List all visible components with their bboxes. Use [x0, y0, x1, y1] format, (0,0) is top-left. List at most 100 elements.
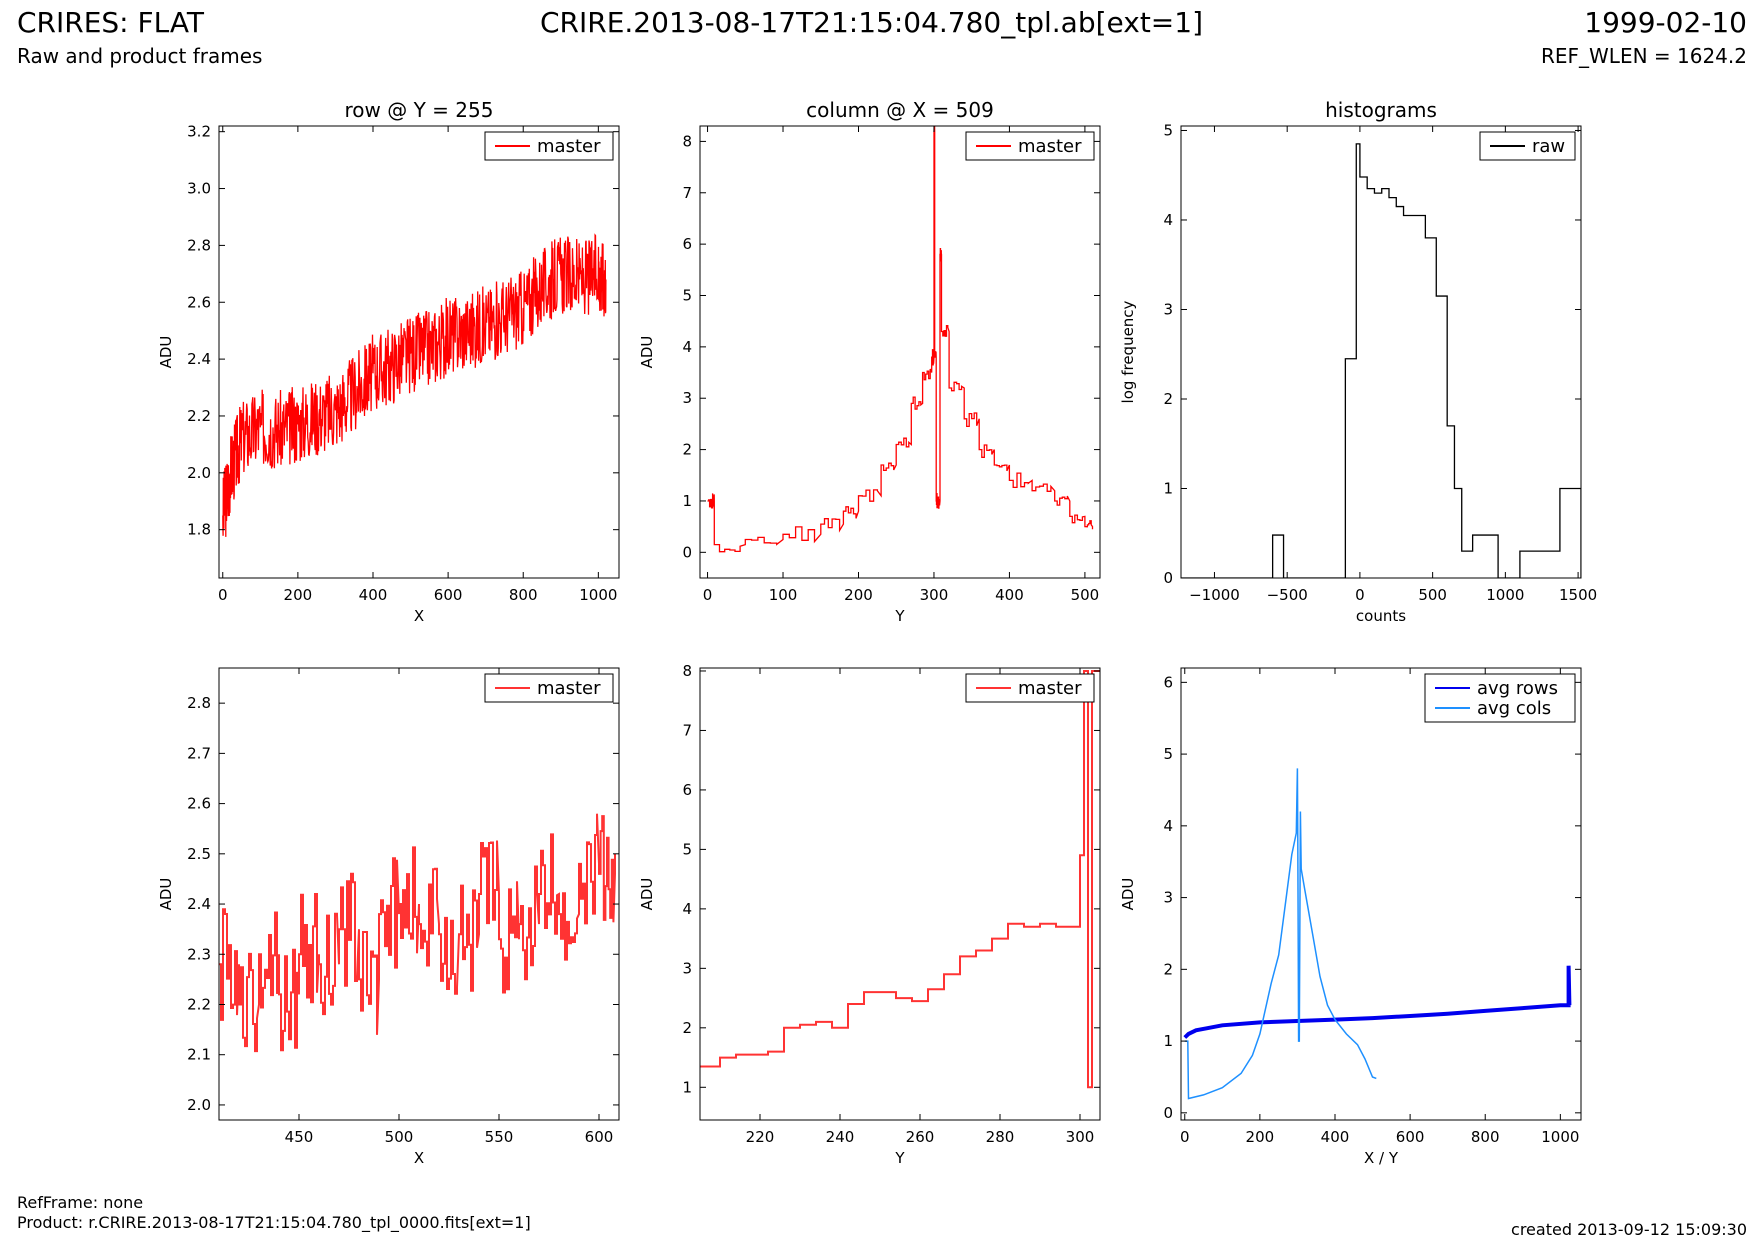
x-axis-label: Y — [894, 1149, 905, 1167]
x-tick-label: 800 — [1471, 1128, 1500, 1146]
y-tick-label: 2.4 — [187, 350, 211, 368]
y-tick-label: 0 — [1163, 569, 1173, 587]
y-tick-label: 2.2 — [187, 407, 211, 425]
x-tick-label: 280 — [986, 1128, 1015, 1146]
y-tick-label: 5 — [682, 840, 692, 858]
x-tick-label: 200 — [844, 586, 873, 604]
y-tick-label: 5 — [1163, 121, 1173, 139]
y-tick-label: 7 — [682, 721, 692, 739]
created-label: created 2013-09-12 15:09:30 — [1511, 1220, 1747, 1239]
y-tick-label: 2.0 — [187, 1096, 211, 1114]
y-tick-label: 5 — [1163, 745, 1173, 763]
x-tick-label: 400 — [359, 586, 388, 604]
x-tick-label: 1000 — [1486, 586, 1524, 604]
series-master — [219, 813, 616, 1053]
x-tick-label: 220 — [746, 1128, 775, 1146]
series-avg-rows — [1183, 965, 1572, 1039]
y-tick-label: 3.0 — [187, 180, 211, 198]
y-tick-label: 2.6 — [187, 795, 211, 813]
y-tick-label: 2.8 — [187, 694, 211, 712]
y-tick-label: 5 — [682, 287, 692, 305]
series-raw — [1181, 143, 1581, 578]
chart-column: 0 100 200 300 400 500 0 1 2 3 4 5 6 7 8 Y ADU column @ X … — [638, 98, 1101, 625]
y-tick-label: 2.7 — [187, 744, 211, 762]
legend: master — [965, 673, 1095, 703]
y-tick-label: 2.6 — [187, 293, 211, 311]
chart-title: column @ X = 509 — [806, 98, 994, 122]
chart-histograms: −1000 −500 0 500 1000 1500 0 1 2 3 4 5 counts log fre… — [1119, 98, 1597, 625]
y-tick-label: 2 — [1163, 960, 1173, 978]
y-tick-label: 4 — [682, 338, 692, 356]
y-tick-label: 4 — [1163, 211, 1173, 229]
x-tick-label: 0 — [1355, 586, 1365, 604]
y-axis-label: ADU — [1119, 878, 1137, 911]
y-tick-label: 6 — [682, 235, 692, 253]
y-tick-label: 1 — [1163, 479, 1173, 497]
plot-frame — [1180, 667, 1582, 1121]
y-tick-label: 0 — [1163, 1104, 1173, 1122]
y-tick-label: 3 — [682, 959, 692, 977]
page-subtitle: Raw and product frames — [17, 44, 263, 68]
x-axis-label: Y — [894, 607, 905, 625]
y-tick-label: 1.8 — [187, 521, 211, 539]
y-tick-label: 3.2 — [187, 123, 211, 141]
y-tick-label: 2.1 — [187, 1046, 211, 1064]
x-tick-label: 550 — [485, 1128, 514, 1146]
x-tick-label: 260 — [906, 1128, 935, 1146]
plot-frame — [218, 667, 620, 1121]
legend: master — [484, 131, 614, 161]
y-axis-label: ADU — [638, 878, 656, 911]
x-tick-label: 600 — [434, 586, 463, 604]
y-tick-label: 2 — [1163, 390, 1173, 408]
y-tick-label: 2.2 — [187, 995, 211, 1013]
x-tick-label: 1000 — [579, 586, 617, 604]
x-tick-label: 500 — [385, 1128, 414, 1146]
x-tick-label: 100 — [769, 586, 798, 604]
y-tick-label: 7 — [682, 184, 692, 202]
y-tick-label: 8 — [682, 132, 692, 150]
y-tick-label: 1 — [682, 492, 692, 510]
series-avg-cols — [1184, 768, 1377, 1100]
series-master — [707, 126, 1094, 553]
refframe-label: RefFrame: none — [17, 1193, 144, 1212]
y-tick-label: 4 — [1163, 817, 1173, 835]
y-tick-label: 2.3 — [187, 945, 211, 963]
y-tick-label: 4 — [682, 900, 692, 918]
y-axis-label: log frequency — [1119, 300, 1137, 403]
legend-label: avg rows — [1477, 678, 1558, 699]
y-tick-label: 6 — [1163, 673, 1173, 691]
y-axis-label: ADU — [638, 336, 656, 369]
x-tick-label: 500 — [1418, 586, 1447, 604]
product-label: Product: r.CRIRE.2013-08-17T21:15:04.780… — [17, 1213, 531, 1232]
plot-frame — [699, 125, 1101, 579]
chart-column-zoom: 220 240 260 280 300 1 2 3 4 5 6 7 8 Y ADU master — [638, 662, 1101, 1167]
x-tick-label: 1500 — [1559, 586, 1597, 604]
plot-frame — [699, 667, 1101, 1121]
x-tick-label: 200 — [1246, 1128, 1275, 1146]
y-tick-label: 2.4 — [187, 895, 211, 913]
y-tick-label: 3 — [1163, 300, 1173, 318]
legend: raw — [1479, 131, 1576, 161]
y-tick-label: 0 — [682, 543, 692, 561]
series-master — [700, 670, 1100, 1089]
legend-label: avg cols — [1477, 698, 1551, 719]
y-tick-label: 2.0 — [187, 464, 211, 482]
y-tick-label: 2.8 — [187, 236, 211, 254]
y-tick-label: 2 — [682, 1019, 692, 1037]
y-axis-label: ADU — [157, 336, 175, 369]
legend-label: master — [1018, 136, 1082, 157]
x-axis-label: X — [414, 607, 424, 625]
x-axis-label: X — [414, 1149, 424, 1167]
x-tick-label: 300 — [920, 586, 949, 604]
x-tick-label: 0 — [218, 586, 228, 604]
y-tick-label: 3 — [1163, 889, 1173, 907]
x-tick-label: 400 — [1321, 1128, 1350, 1146]
legend: master — [965, 131, 1095, 161]
x-tick-label: 800 — [509, 586, 538, 604]
x-tick-label: 0 — [1180, 1128, 1190, 1146]
chart-title: histograms — [1325, 98, 1437, 122]
chart-row-zoom: 450 500 550 600 2.0 2.1 2.2 2.3 2.4 2.5 2.6 2.7 2.8 X… — [157, 667, 620, 1167]
ref-wlen-label: REF_WLEN = 1624.2 — [1540, 44, 1747, 68]
chart-row: 0 200 400 600 800 1000 1.8 2.0 2.2 2.4 2.6 2.8 3.0 3.… — [157, 98, 620, 625]
